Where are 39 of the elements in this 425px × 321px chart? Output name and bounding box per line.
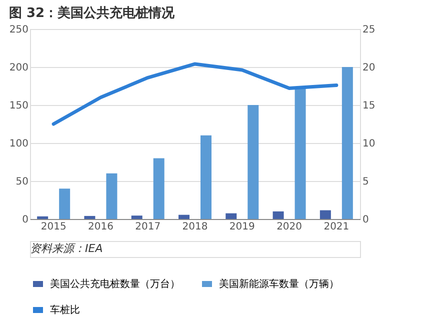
y-tick-label: 250 — [9, 24, 28, 36]
chart-title: 图 32：美国公共充电桩情况 — [8, 5, 176, 21]
bar — [131, 216, 142, 219]
x-tick-label: 2018 — [182, 222, 208, 232]
y-tick-label: 50 — [16, 176, 28, 188]
bar — [320, 210, 331, 219]
text: 资料来源：IEA — [30, 242, 103, 255]
bar — [153, 158, 164, 219]
y-tick-label: 200 — [9, 62, 28, 74]
y2-tick-label: 10 — [362, 138, 376, 150]
bar — [37, 216, 48, 219]
x-tick-label: 2021 — [324, 222, 350, 232]
y-tick-label: 100 — [9, 138, 28, 150]
y2-tick-label: 5 — [362, 176, 369, 188]
bar — [59, 188, 70, 219]
x-tick-label: 2019 — [229, 222, 255, 232]
bar — [200, 135, 212, 219]
x-tick-label: 2016 — [88, 222, 114, 232]
bar — [294, 88, 306, 219]
bar — [248, 105, 259, 219]
bar — [84, 216, 96, 219]
bar — [272, 211, 284, 219]
y-tick-label: 150 — [9, 100, 28, 112]
bar — [226, 213, 237, 219]
legend-label: 车桩比 — [50, 304, 80, 316]
bar — [106, 173, 118, 219]
x-tick-label: 2020 — [276, 222, 302, 232]
bar — [342, 67, 353, 219]
y2-tick-label: 25 — [362, 24, 376, 36]
legend-label: 美国新能源车数量（万辆） — [219, 278, 339, 290]
y2-tick-label: 15 — [362, 100, 376, 112]
line-series — [52, 62, 338, 126]
y2-tick-label: 20 — [362, 62, 376, 74]
legend-label: 美国公共充电桩数量（万台） — [50, 278, 180, 290]
bar — [178, 214, 190, 219]
y2-tick-label: 0 — [362, 214, 369, 226]
x-tick-label: 2017 — [135, 222, 161, 232]
y-tick-label: 0 — [22, 214, 28, 226]
x-tick-label: 2015 — [40, 222, 66, 232]
